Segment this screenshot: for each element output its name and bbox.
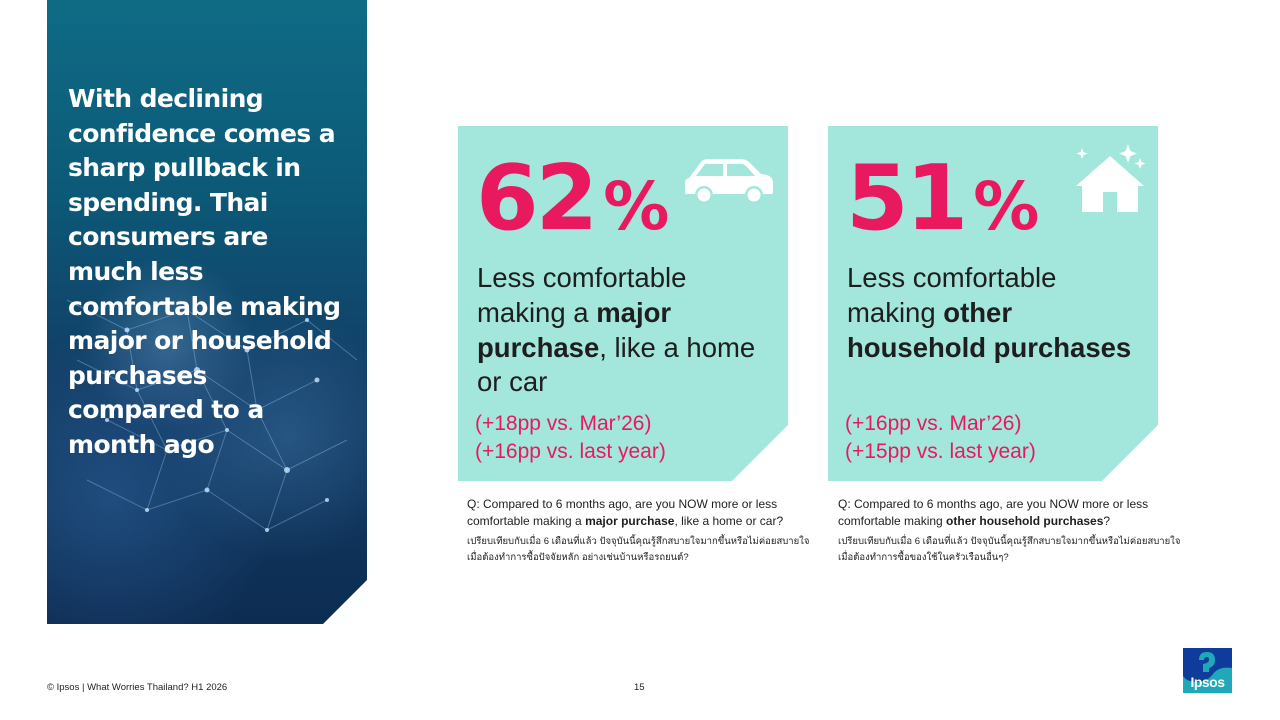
question-household-purchases: Q: Compared to 6 months ago, are you NOW… xyxy=(838,496,1183,566)
desc-text: Less comfortable making a xyxy=(477,262,687,328)
question-thai-text: เปรียบเทียบกับเมื่อ 6 เดือนที่แล้ว ปัจจุ… xyxy=(467,536,810,563)
stat-change: (+16pp vs. Mar’26) (+15pp vs. last year) xyxy=(845,410,1145,466)
car-icon xyxy=(683,156,775,210)
stat-unit: % xyxy=(973,168,1039,245)
question-post: ? xyxy=(1103,514,1111,528)
question-major-purchase: Q: Compared to 6 months ago, are you NOW… xyxy=(467,496,812,566)
stat-unit: % xyxy=(603,168,669,245)
hero-panel: With declining confidence comes a sharp … xyxy=(47,0,367,624)
change-vs-year: (+15pp vs. last year) xyxy=(845,440,1036,463)
stat-card-household-purchases: 51% Less comfortable making other househ… xyxy=(828,126,1158,481)
change-vs-year: (+16pp vs. last year) xyxy=(475,440,666,463)
stat-change: (+18pp vs. Mar’26) (+16pp vs. last year) xyxy=(475,410,775,466)
hero-headline: With declining confidence comes a sharp … xyxy=(68,84,341,459)
question-bold: major purchase xyxy=(585,514,675,528)
desc-bold-text: major purchase xyxy=(477,296,672,363)
desc-text-end: , like a home or car xyxy=(477,331,756,398)
stat-value: 62% xyxy=(476,154,669,245)
house-sparkle-icon xyxy=(1072,142,1148,218)
desc-text: Less comfortable making xyxy=(847,262,1057,328)
stat-description: Less comfortable making a major purchase… xyxy=(477,261,777,400)
stat-description: Less comfortable making other household … xyxy=(847,261,1147,365)
change-vs-month: (+18pp vs. Mar’26) xyxy=(475,412,652,435)
stat-number: 62 xyxy=(476,146,598,251)
question-text: Q: Compared to 6 months ago, are you NOW… xyxy=(838,496,1183,530)
question-text: Q: Compared to 6 months ago, are you NOW… xyxy=(467,496,812,530)
logo-shape xyxy=(1183,652,1232,693)
question-post: , like a home or car? xyxy=(674,514,784,528)
logo-text: Ipsos xyxy=(1190,674,1225,690)
stat-card-major-purchase: 62% Less comfortable making a major purc… xyxy=(458,126,788,481)
question-bold: other household purchases xyxy=(946,514,1104,528)
desc-bold-text: other household purchases xyxy=(847,296,1132,363)
question-pre: Q: Compared to 6 months ago, are you NOW… xyxy=(838,497,1149,528)
page-number: 15 xyxy=(634,682,645,693)
change-vs-month: (+16pp vs. Mar’26) xyxy=(845,412,1022,435)
ipsos-logo: Ipsos xyxy=(1183,648,1232,693)
stat-value: 51% xyxy=(846,154,1039,245)
question-thai-text: เปรียบเทียบกับเมื่อ 6 เดือนที่แล้ว ปัจจุ… xyxy=(838,536,1181,563)
footer-copyright: © Ipsos | What Worries Thailand? H1 2026 xyxy=(47,682,228,693)
network-background-graphic xyxy=(66,299,358,532)
stat-number: 51 xyxy=(846,146,968,251)
question-pre: Q: Compared to 6 months ago, are you NOW… xyxy=(467,497,778,528)
